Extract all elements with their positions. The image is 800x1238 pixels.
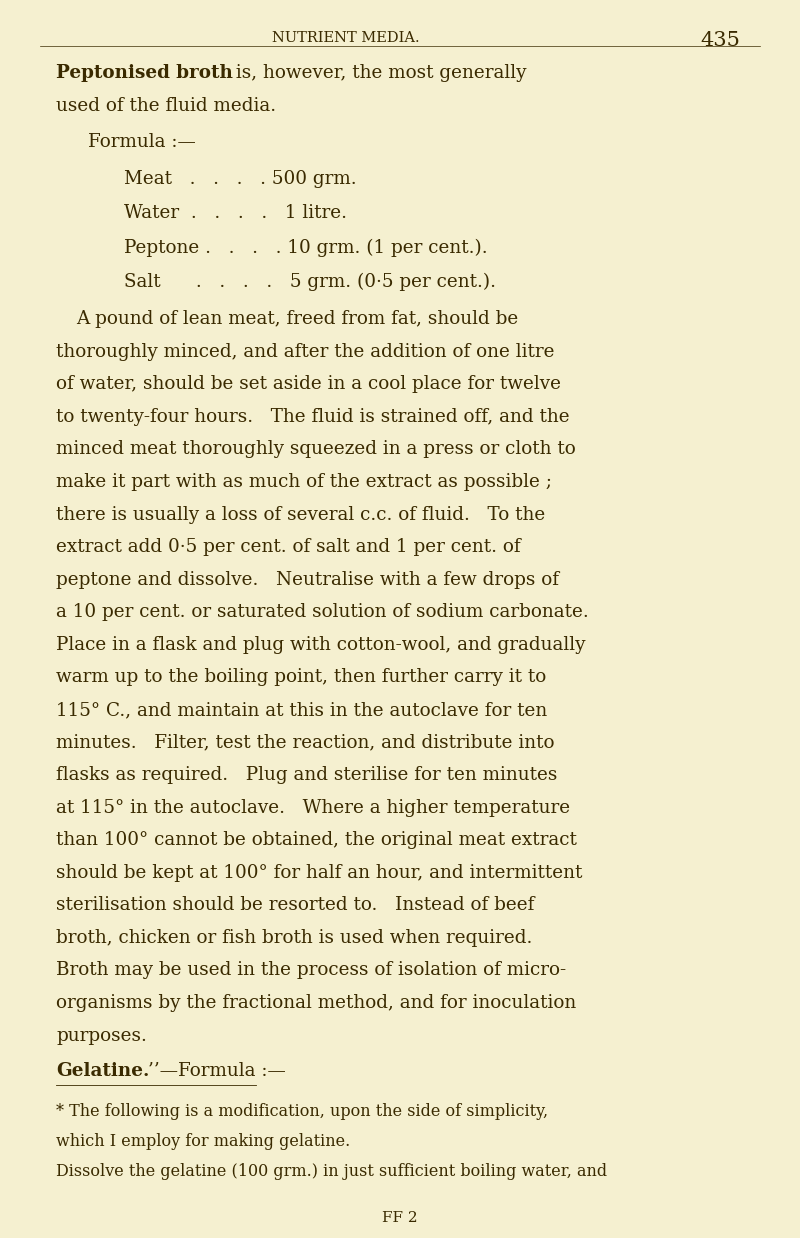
Text: extract add 0·5 per cent. of salt and 1 per cent. of: extract add 0·5 per cent. of salt and 1 … xyxy=(56,539,521,556)
Text: is, however, the most generally: is, however, the most generally xyxy=(230,64,527,83)
Text: should be kept at 100° for half an hour, and intermittent: should be kept at 100° for half an hour,… xyxy=(56,864,582,881)
Text: Gelatine.: Gelatine. xyxy=(56,1062,150,1081)
Text: Peptone .   .   .   . 10 grm. (1 per cent.).: Peptone . . . . 10 grm. (1 per cent.). xyxy=(124,239,488,256)
Text: Place in a flask and plug with cotton-wool, and gradually: Place in a flask and plug with cotton-wo… xyxy=(56,636,586,654)
Text: Dissolve the gelatine (100 grm.) in just sufficient boiling water, and: Dissolve the gelatine (100 grm.) in just… xyxy=(56,1162,607,1180)
Text: Formula :—: Formula :— xyxy=(88,132,196,151)
Text: Peptonised broth: Peptonised broth xyxy=(56,64,233,83)
Text: 115° C., and maintain at this in the autoclave for ten: 115° C., and maintain at this in the aut… xyxy=(56,701,547,719)
Text: flasks as required.   Plug and sterilise for ten minutes: flasks as required. Plug and sterilise f… xyxy=(56,766,558,784)
Text: which I employ for making gelatine.: which I employ for making gelatine. xyxy=(56,1133,350,1150)
Text: broth, chicken or fish broth is used when required.: broth, chicken or fish broth is used whe… xyxy=(56,928,532,947)
Text: there is usually a loss of several c.c. of fluid.   To the: there is usually a loss of several c.c. … xyxy=(56,505,546,524)
Text: purposes.: purposes. xyxy=(56,1026,147,1045)
Text: organisms by the fractional method, and for inoculation: organisms by the fractional method, and … xyxy=(56,994,576,1011)
Text: FF 2: FF 2 xyxy=(382,1211,418,1224)
Text: make it part with as much of the extract as possible ;: make it part with as much of the extract… xyxy=(56,473,552,491)
Text: minutes.   Filter, test the reaction, and distribute into: minutes. Filter, test the reaction, and … xyxy=(56,733,554,751)
Text: of water, should be set aside in a cool place for twelve: of water, should be set aside in a cool … xyxy=(56,375,561,394)
Text: at 115° in the autoclave.   Where a higher temperature: at 115° in the autoclave. Where a higher… xyxy=(56,799,570,817)
Text: Water  .   .   .   .   1 litre.: Water . . . . 1 litre. xyxy=(124,204,347,223)
Text: minced meat thoroughly squeezed in a press or cloth to: minced meat thoroughly squeezed in a pre… xyxy=(56,441,576,458)
Text: than 100° cannot be obtained, the original meat extract: than 100° cannot be obtained, the origin… xyxy=(56,831,577,849)
Text: thoroughly minced, and after the addition of one litre: thoroughly minced, and after the additio… xyxy=(56,343,554,360)
Text: * The following is a modification, upon the side of simplicity,: * The following is a modification, upon … xyxy=(56,1103,548,1120)
Text: a 10 per cent. or saturated solution of sodium carbonate.: a 10 per cent. or saturated solution of … xyxy=(56,603,589,621)
Text: warm up to the boiling point, then further carry it to: warm up to the boiling point, then furth… xyxy=(56,669,546,686)
Text: peptone and dissolve.   Neutralise with a few drops of: peptone and dissolve. Neutralise with a … xyxy=(56,571,559,589)
Text: Broth may be used in the process of isolation of micro-: Broth may be used in the process of isol… xyxy=(56,962,566,979)
Text: sterilisation should be resorted to.   Instead of beef: sterilisation should be resorted to. Ins… xyxy=(56,896,534,915)
Text: 435: 435 xyxy=(700,31,740,50)
Text: Salt      .   .   .   .   5 grm. (0·5 per cent.).: Salt . . . . 5 grm. (0·5 per cent.). xyxy=(124,272,496,291)
Text: ’’—Formula :—: ’’—Formula :— xyxy=(148,1062,286,1081)
Text: used of the fluid media.: used of the fluid media. xyxy=(56,97,276,115)
Text: Meat   .   .   .   . 500 grm.: Meat . . . . 500 grm. xyxy=(124,170,357,188)
Text: NUTRIENT MEDIA.: NUTRIENT MEDIA. xyxy=(272,31,420,45)
Text: to twenty-four hours.   The fluid is strained off, and the: to twenty-four hours. The fluid is strai… xyxy=(56,407,570,426)
Text: A pound of lean meat, freed from fat, should be: A pound of lean meat, freed from fat, sh… xyxy=(76,311,518,328)
